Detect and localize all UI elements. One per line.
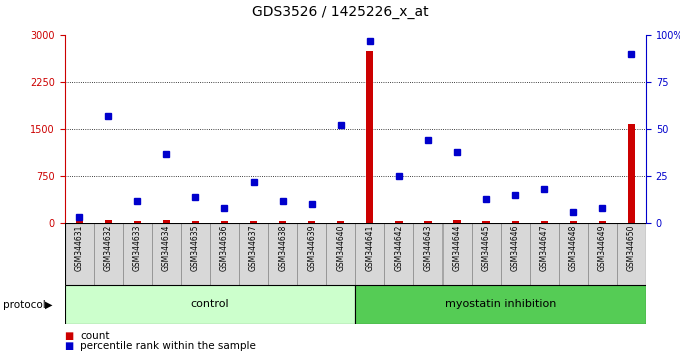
- Text: GSM344649: GSM344649: [598, 225, 607, 272]
- Text: GSM344634: GSM344634: [162, 225, 171, 272]
- Text: GSM344633: GSM344633: [133, 225, 141, 272]
- Bar: [617, 223, 646, 285]
- Bar: [628, 124, 635, 223]
- Bar: [570, 221, 577, 223]
- Bar: [395, 221, 403, 223]
- Text: GSM344643: GSM344643: [424, 225, 432, 272]
- Bar: [268, 223, 297, 285]
- Text: GSM344637: GSM344637: [249, 225, 258, 272]
- Bar: [500, 223, 530, 285]
- Bar: [530, 223, 559, 285]
- Text: ■: ■: [65, 331, 74, 341]
- Bar: [588, 223, 617, 285]
- Text: myostatin inhibition: myostatin inhibition: [445, 299, 556, 309]
- Text: GSM344644: GSM344644: [453, 225, 462, 272]
- Bar: [559, 223, 588, 285]
- Text: GSM344631: GSM344631: [75, 225, 84, 271]
- Text: GSM344641: GSM344641: [365, 225, 374, 271]
- Bar: [424, 221, 432, 223]
- Bar: [541, 221, 548, 223]
- Bar: [181, 223, 210, 285]
- Bar: [134, 221, 141, 223]
- Bar: [279, 221, 286, 223]
- Bar: [152, 223, 181, 285]
- Bar: [221, 221, 228, 223]
- Bar: [163, 220, 170, 223]
- Bar: [599, 221, 606, 223]
- Bar: [337, 221, 344, 223]
- Text: GSM344632: GSM344632: [104, 225, 113, 271]
- Text: GSM344636: GSM344636: [220, 225, 229, 272]
- Text: GSM344638: GSM344638: [278, 225, 287, 271]
- Bar: [105, 219, 112, 223]
- Text: GSM344639: GSM344639: [307, 225, 316, 272]
- Bar: [356, 223, 384, 285]
- Bar: [483, 221, 490, 223]
- Bar: [367, 51, 373, 223]
- Bar: [210, 223, 239, 285]
- Bar: [308, 221, 316, 223]
- Text: GSM344646: GSM344646: [511, 225, 520, 272]
- Text: GSM344635: GSM344635: [191, 225, 200, 272]
- Text: GSM344647: GSM344647: [540, 225, 549, 272]
- Bar: [75, 221, 83, 223]
- Text: percentile rank within the sample: percentile rank within the sample: [80, 341, 256, 351]
- Bar: [384, 223, 413, 285]
- Bar: [192, 221, 199, 223]
- Text: count: count: [80, 331, 109, 341]
- Text: GSM344650: GSM344650: [627, 225, 636, 272]
- Bar: [454, 220, 460, 223]
- Bar: [65, 285, 355, 324]
- Bar: [123, 223, 152, 285]
- Text: ▶: ▶: [45, 300, 53, 310]
- Bar: [511, 221, 519, 223]
- Text: control: control: [190, 299, 229, 309]
- Text: GSM344645: GSM344645: [481, 225, 490, 272]
- Bar: [250, 221, 257, 223]
- Bar: [443, 223, 471, 285]
- Text: GSM344648: GSM344648: [569, 225, 578, 271]
- Bar: [413, 223, 443, 285]
- Text: ■: ■: [65, 341, 74, 351]
- Bar: [355, 285, 646, 324]
- Bar: [94, 223, 122, 285]
- Text: GSM344640: GSM344640: [337, 225, 345, 272]
- Text: GDS3526 / 1425226_x_at: GDS3526 / 1425226_x_at: [252, 5, 428, 19]
- Bar: [297, 223, 326, 285]
- Bar: [65, 223, 94, 285]
- Bar: [326, 223, 355, 285]
- Text: protocol: protocol: [3, 300, 46, 310]
- Bar: [472, 223, 500, 285]
- Text: GSM344642: GSM344642: [394, 225, 403, 271]
- Bar: [239, 223, 268, 285]
